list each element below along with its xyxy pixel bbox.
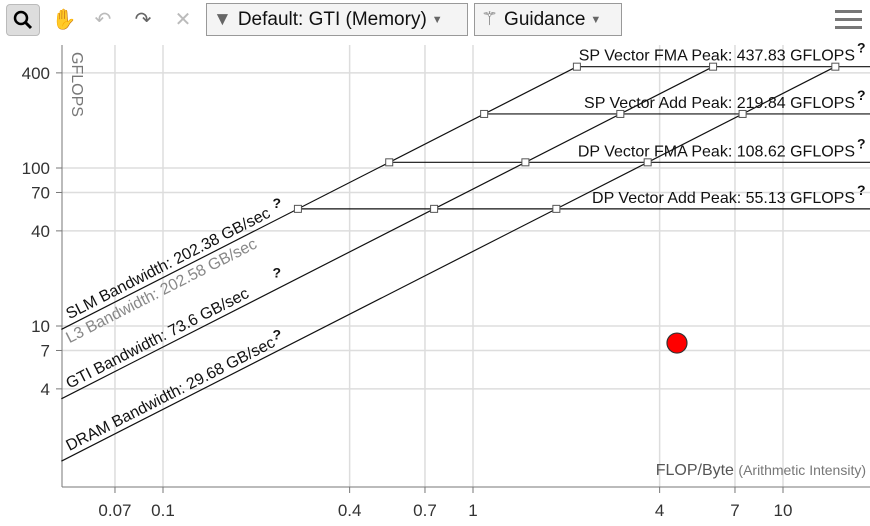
undo-icon[interactable]: ↶ [94, 8, 112, 31]
roof-intersection-marker [385, 158, 394, 167]
roof-intersection-marker [572, 62, 581, 71]
magic-wand-icon: ⚚ [481, 9, 499, 30]
y-tick-label: 4 [41, 380, 50, 399]
x-tick-label: 0.1 [151, 501, 175, 520]
roof-intersection-marker [831, 62, 840, 71]
toolbar: ✋ ↶ ↷ ✕ ▼ Default: GTI (Memory) ▼ ⚚ Guid… [0, 0, 870, 40]
y-tick-label: 70 [31, 183, 50, 202]
guidance-label: Guidance [504, 8, 586, 30]
filter-dropdown[interactable]: ▼ Default: GTI (Memory) ▼ [206, 3, 468, 36]
compute-roof-label: SP Vector Add Peak: 219.84 GFLOPS [584, 95, 855, 112]
roof-intersection-marker [293, 204, 302, 213]
roof-intersection-marker [480, 109, 489, 118]
guidance-dropdown[interactable]: ⚚ Guidance ▼ [474, 3, 622, 36]
roof-intersection-marker [643, 158, 652, 167]
help-icon[interactable]: ? [272, 327, 281, 343]
x-tick-label: 0.07 [98, 501, 131, 520]
compute-roof-label: SP Vector FMA Peak: 437.83 GFLOPS [579, 48, 855, 65]
roof-intersection-marker [430, 204, 439, 213]
y-tick-label: 10 [31, 317, 50, 336]
y-tick-label: 7 [41, 341, 50, 360]
filter-icon: ▼ [213, 8, 232, 30]
chevron-down-icon: ▼ [590, 13, 602, 26]
roof-intersection-marker [738, 109, 747, 118]
y-tick-label: 100 [22, 159, 50, 178]
magnifier-icon[interactable] [6, 4, 40, 36]
x-tick-label: 7 [730, 501, 739, 520]
x-tick-label: 4 [655, 501, 664, 520]
help-icon[interactable]: ? [857, 135, 866, 151]
x-tick-label: 10 [774, 501, 793, 520]
redo-icon[interactable]: ↷ [134, 8, 152, 31]
help-icon[interactable]: ? [857, 40, 866, 56]
roof-intersection-marker [521, 158, 530, 167]
help-icon[interactable]: ? [272, 195, 281, 211]
compute-roof-label: DP Vector Add Peak: 55.13 GFLOPS [592, 190, 855, 207]
roof-intersection-marker [552, 204, 561, 213]
memory-roof-line [61, 66, 714, 400]
compute-roof-label: DP Vector FMA Peak: 108.62 GFLOPS [578, 143, 855, 160]
data-point[interactable] [666, 332, 688, 354]
x-tick-label: 1 [468, 501, 477, 520]
y-tick-label: 40 [31, 222, 50, 241]
memory-roof-line [61, 66, 836, 462]
roof-intersection-marker [709, 62, 718, 71]
help-icon[interactable]: ? [857, 182, 866, 198]
hand-icon[interactable]: ✋ [51, 8, 77, 31]
close-icon[interactable]: ✕ [174, 8, 192, 31]
chevron-down-icon: ▼ [431, 13, 443, 26]
help-icon[interactable]: ? [272, 264, 281, 280]
hamburger-menu-icon[interactable] [835, 10, 862, 34]
x-tick-label: 0.7 [413, 501, 437, 520]
y-tick-label: 400 [22, 64, 50, 83]
x-tick-label: 0.4 [338, 501, 362, 520]
roof-intersection-marker [616, 109, 625, 118]
x-axis-label: FLOP/Byte (Arithmetic Intensity) [656, 462, 866, 479]
filter-label: Default: GTI (Memory) [237, 8, 427, 30]
help-icon[interactable]: ? [857, 87, 866, 103]
memory-roof-line [61, 66, 578, 330]
y-axis-label: GFLOPS [68, 52, 85, 117]
memory-roof-label: DRAM Bandwidth: 29.68 GB/sec [63, 334, 278, 455]
